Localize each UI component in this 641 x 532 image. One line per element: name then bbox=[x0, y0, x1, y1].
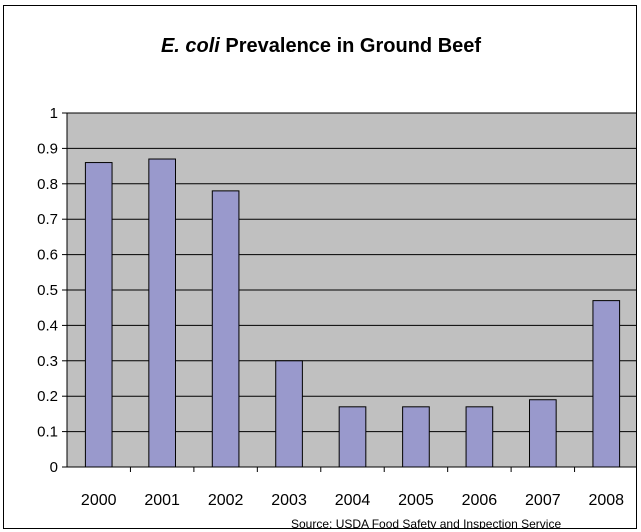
bar-2001 bbox=[148, 158, 176, 468]
y-tick-label: 0.1 bbox=[37, 424, 58, 441]
y-tick-label: 0.4 bbox=[37, 317, 58, 334]
y-tick-label: 0 bbox=[50, 459, 58, 476]
bar-2004 bbox=[338, 406, 367, 468]
x-tick-label: 2003 bbox=[271, 492, 307, 509]
y-tick-label: 0.7 bbox=[37, 211, 58, 228]
y-tick-label: 0.5 bbox=[37, 282, 58, 299]
bar-2008 bbox=[592, 300, 621, 468]
x-tick-label: 2006 bbox=[462, 492, 498, 509]
chart-title-rest: Prevalence in Ground Beef bbox=[225, 35, 482, 57]
y-tick-label: 0.9 bbox=[37, 140, 58, 157]
y-tick-label: 0.6 bbox=[37, 247, 58, 264]
bar-2007 bbox=[529, 399, 557, 468]
chart-title: E. coli Prevalence in Ground Beef bbox=[4, 35, 636, 58]
x-tick-label: 2002 bbox=[208, 492, 244, 509]
y-tick-label: 0.2 bbox=[37, 388, 58, 405]
source-note: Source: USDA Food Safety and Inspection … bbox=[291, 517, 562, 529]
x-tick-label: 2007 bbox=[525, 492, 561, 509]
x-tick-label: 2008 bbox=[588, 492, 624, 509]
chart-title-italic: E. coli bbox=[160, 35, 220, 57]
bar-2002 bbox=[211, 190, 240, 468]
y-tick-label: 1 bbox=[50, 105, 58, 122]
x-tick-label: 2001 bbox=[144, 492, 180, 509]
chart-frame: 0 0.1 0.2 0.3 0.4 0.5 0.6 0.7 0.8 0.9 1 2000 2001 200… bbox=[3, 5, 637, 529]
bar-chart: 0 0.1 0.2 0.3 0.4 0.5 0.6 0.7 0.8 0.9 1 2000 2001 200… bbox=[37, 105, 636, 509]
bar-2000 bbox=[84, 162, 113, 468]
y-tick-label: 0.3 bbox=[37, 353, 58, 370]
bar-2006 bbox=[465, 406, 494, 468]
y-tick-label: 0.8 bbox=[37, 176, 58, 193]
x-tick-label: 2005 bbox=[398, 492, 434, 509]
x-tick-label: 2000 bbox=[81, 492, 117, 509]
bar-2003 bbox=[275, 360, 303, 468]
x-tick-label: 2004 bbox=[335, 492, 371, 509]
bar-2005 bbox=[402, 406, 430, 468]
